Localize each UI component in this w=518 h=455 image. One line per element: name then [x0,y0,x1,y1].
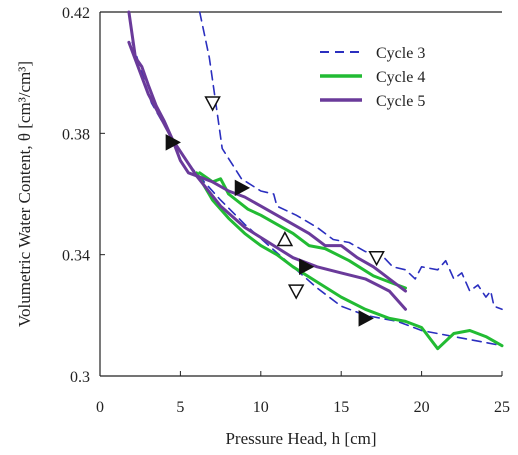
marker-layer [165,96,385,327]
series-line-cycle-4-lower [195,171,504,351]
series-line-cycle-3-lower [131,41,503,347]
series-line-cycle-3-upper [198,11,503,311]
open-triangle-down-marker [287,284,305,300]
filled-triangle-right-marker [165,134,181,151]
legend-label-cycle-5: Cycle 5 [376,93,425,110]
open-triangle-up-marker [276,230,294,247]
y-tick-label: 0.42 [62,5,90,22]
y-tick-label: 0.3 [70,369,90,386]
tick-layer: 0 5 10 15 20 25 0.3 0.34 0.38 0.42 [62,5,510,416]
series-line-cycle-4-upper [198,171,407,290]
x-tick-label: 10 [253,399,269,416]
plot-area [99,11,502,377]
y-tick-label: 0.38 [62,126,90,143]
series-layer [127,10,504,351]
filled-triangle-right-marker [358,310,374,327]
filled-triangle-right-marker [299,258,315,276]
y-axis-label: Volumetric Water Content, θ [cm³/cm³] [15,61,34,327]
x-tick-label: 15 [333,399,349,416]
x-tick-label: 0 [96,399,104,416]
legend-label-cycle-4: Cycle 4 [376,69,425,86]
x-tick-label: 25 [494,399,510,416]
legend-label-cycle-3: Cycle 3 [376,45,425,62]
series-line-cycle-5-upper [127,10,407,293]
open-triangle-down-marker [204,96,221,112]
x-tick-label: 5 [176,399,184,416]
y-tick-label: 0.34 [62,248,90,265]
open-triangle-down-marker [368,250,385,267]
legend: Cycle 3 Cycle 4 Cycle 5 [320,45,425,110]
filled-triangle-right-marker [234,179,251,197]
x-tick-label: 20 [414,399,430,416]
x-axis-label: Pressure Head, h [cm] [225,429,376,448]
